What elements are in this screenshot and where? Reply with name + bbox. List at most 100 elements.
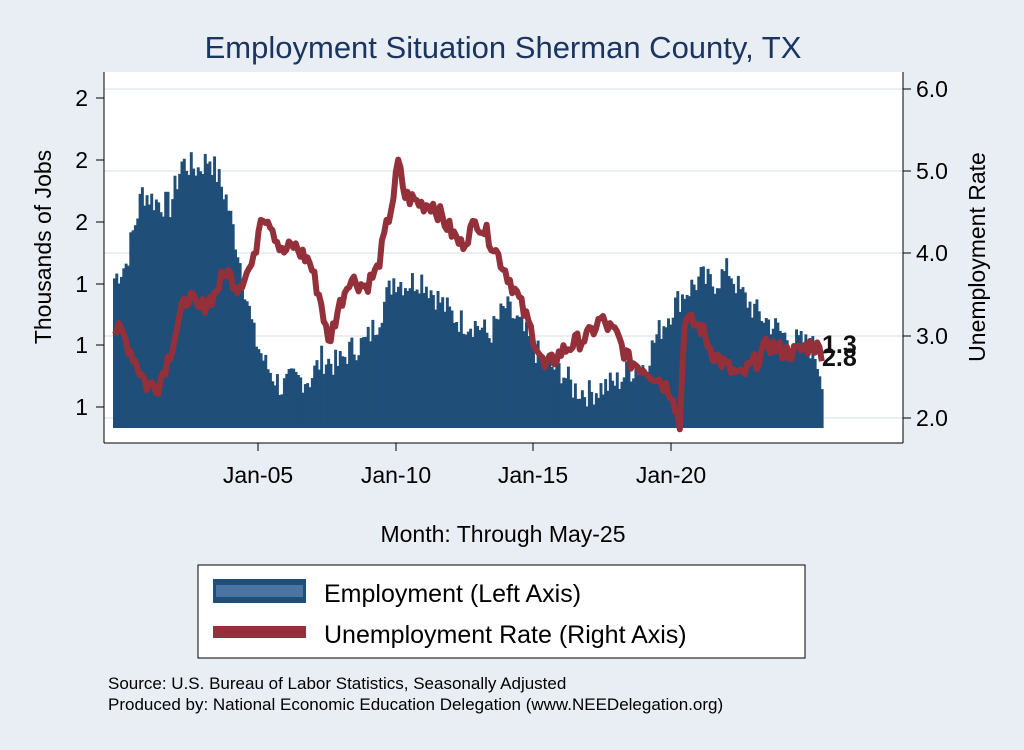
legend-label-employment: Employment (Left Axis)	[324, 580, 581, 608]
employment-bar	[436, 291, 440, 428]
employment-bar	[376, 334, 379, 428]
employment-bar	[161, 216, 165, 428]
legend-label-unemployment: Unemployment Rate (Right Axis)	[324, 621, 687, 649]
employment-bar	[583, 397, 587, 428]
employment-bar	[234, 249, 237, 428]
right-tick-label: 2.0	[916, 405, 948, 431]
employment-bar	[259, 353, 263, 428]
employment-bar	[261, 360, 265, 428]
employment-bar	[410, 273, 414, 428]
employment-bar	[592, 404, 596, 428]
employment-bar	[590, 391, 594, 428]
employment-bar	[646, 372, 650, 428]
employment-bar	[273, 385, 277, 428]
employment-bar	[576, 398, 580, 428]
employment-bar	[341, 356, 345, 428]
employment-bar	[611, 380, 615, 428]
employment-bar	[373, 335, 377, 428]
employment-bar	[597, 397, 601, 428]
employment-bar	[669, 324, 673, 428]
employment-bar	[555, 357, 559, 428]
employment-bar	[599, 383, 603, 428]
employment-bar	[287, 369, 291, 428]
employment-bar	[175, 189, 179, 428]
employment-bar	[401, 295, 405, 428]
employment-bar	[264, 354, 268, 428]
employment-bar	[762, 322, 766, 428]
employment-bar	[145, 195, 149, 428]
employment-bar	[562, 377, 566, 428]
employment-bar	[320, 345, 324, 428]
employment-bar	[613, 385, 617, 428]
employment-bar	[487, 338, 491, 428]
employment-bar	[541, 356, 545, 428]
employment-bar	[289, 368, 293, 428]
employment-bar	[571, 397, 575, 428]
employment-bar	[424, 286, 428, 428]
employment-bar	[778, 330, 782, 428]
employment-bar	[687, 296, 691, 428]
employment-bar	[143, 205, 147, 428]
employment-bar	[625, 361, 629, 428]
employment-bar	[685, 295, 689, 428]
employment-bar	[504, 308, 508, 428]
employment-bar	[152, 210, 156, 428]
legend-swatch-unemployment	[213, 626, 306, 638]
employment-bar	[643, 369, 647, 428]
employment-bar	[196, 167, 200, 429]
employment-bar	[806, 347, 810, 428]
employment-bar	[532, 349, 535, 428]
employment-bar	[464, 334, 468, 428]
employment-bar	[729, 278, 733, 428]
legend-swatch-employment-inner	[216, 585, 303, 597]
employment-bar	[301, 392, 305, 428]
employment-bar	[348, 341, 352, 428]
employment-bar	[317, 369, 321, 428]
left-tick-label: 2	[75, 147, 88, 173]
employment-bar	[422, 293, 426, 428]
employment-bar	[140, 187, 144, 428]
employment-bar	[722, 271, 726, 428]
employment-bar	[399, 282, 403, 428]
employment-bar	[241, 285, 244, 428]
employment-bar	[403, 288, 407, 428]
employment-bar	[569, 379, 573, 428]
employment-bar	[776, 322, 780, 428]
employment-bar	[650, 340, 654, 428]
employment-bar	[334, 349, 338, 428]
employment-bar	[548, 358, 552, 428]
employment-bar	[585, 406, 589, 428]
employment-bar	[385, 287, 389, 428]
employment-bar	[485, 332, 489, 428]
employment-bar	[133, 225, 137, 428]
employment-bar	[452, 322, 456, 428]
employment-bar	[366, 326, 370, 428]
employment-bar	[473, 321, 477, 428]
employment-bar	[667, 318, 670, 428]
employment-bar	[490, 342, 494, 428]
employment-bar	[173, 175, 177, 428]
employment-bar	[338, 351, 342, 428]
employment-bar	[129, 232, 133, 428]
employment-bar	[783, 332, 787, 428]
employment-bar	[771, 328, 775, 428]
employment-bar	[527, 336, 531, 428]
producer-note: Produced by: National Economic Education…	[108, 695, 723, 714]
employment-bar	[774, 318, 778, 428]
left-tick-label: 1	[75, 332, 88, 358]
employment-bar	[448, 306, 452, 428]
left-ticks	[96, 97, 104, 408]
right-tick-label: 6.0	[916, 76, 948, 102]
unemployment-line	[112, 156, 825, 433]
employment-bar	[566, 366, 570, 428]
employment-bar	[513, 318, 517, 428]
right-tick-label: 5.0	[916, 158, 948, 184]
employment-bar	[236, 257, 240, 428]
employment-bar	[497, 319, 501, 428]
employment-bar	[238, 263, 242, 428]
employment-bar	[371, 319, 375, 428]
employment-bar	[122, 268, 126, 428]
employment-bar	[494, 318, 498, 428]
employment-bar	[138, 193, 142, 428]
employment-bar	[159, 212, 163, 428]
